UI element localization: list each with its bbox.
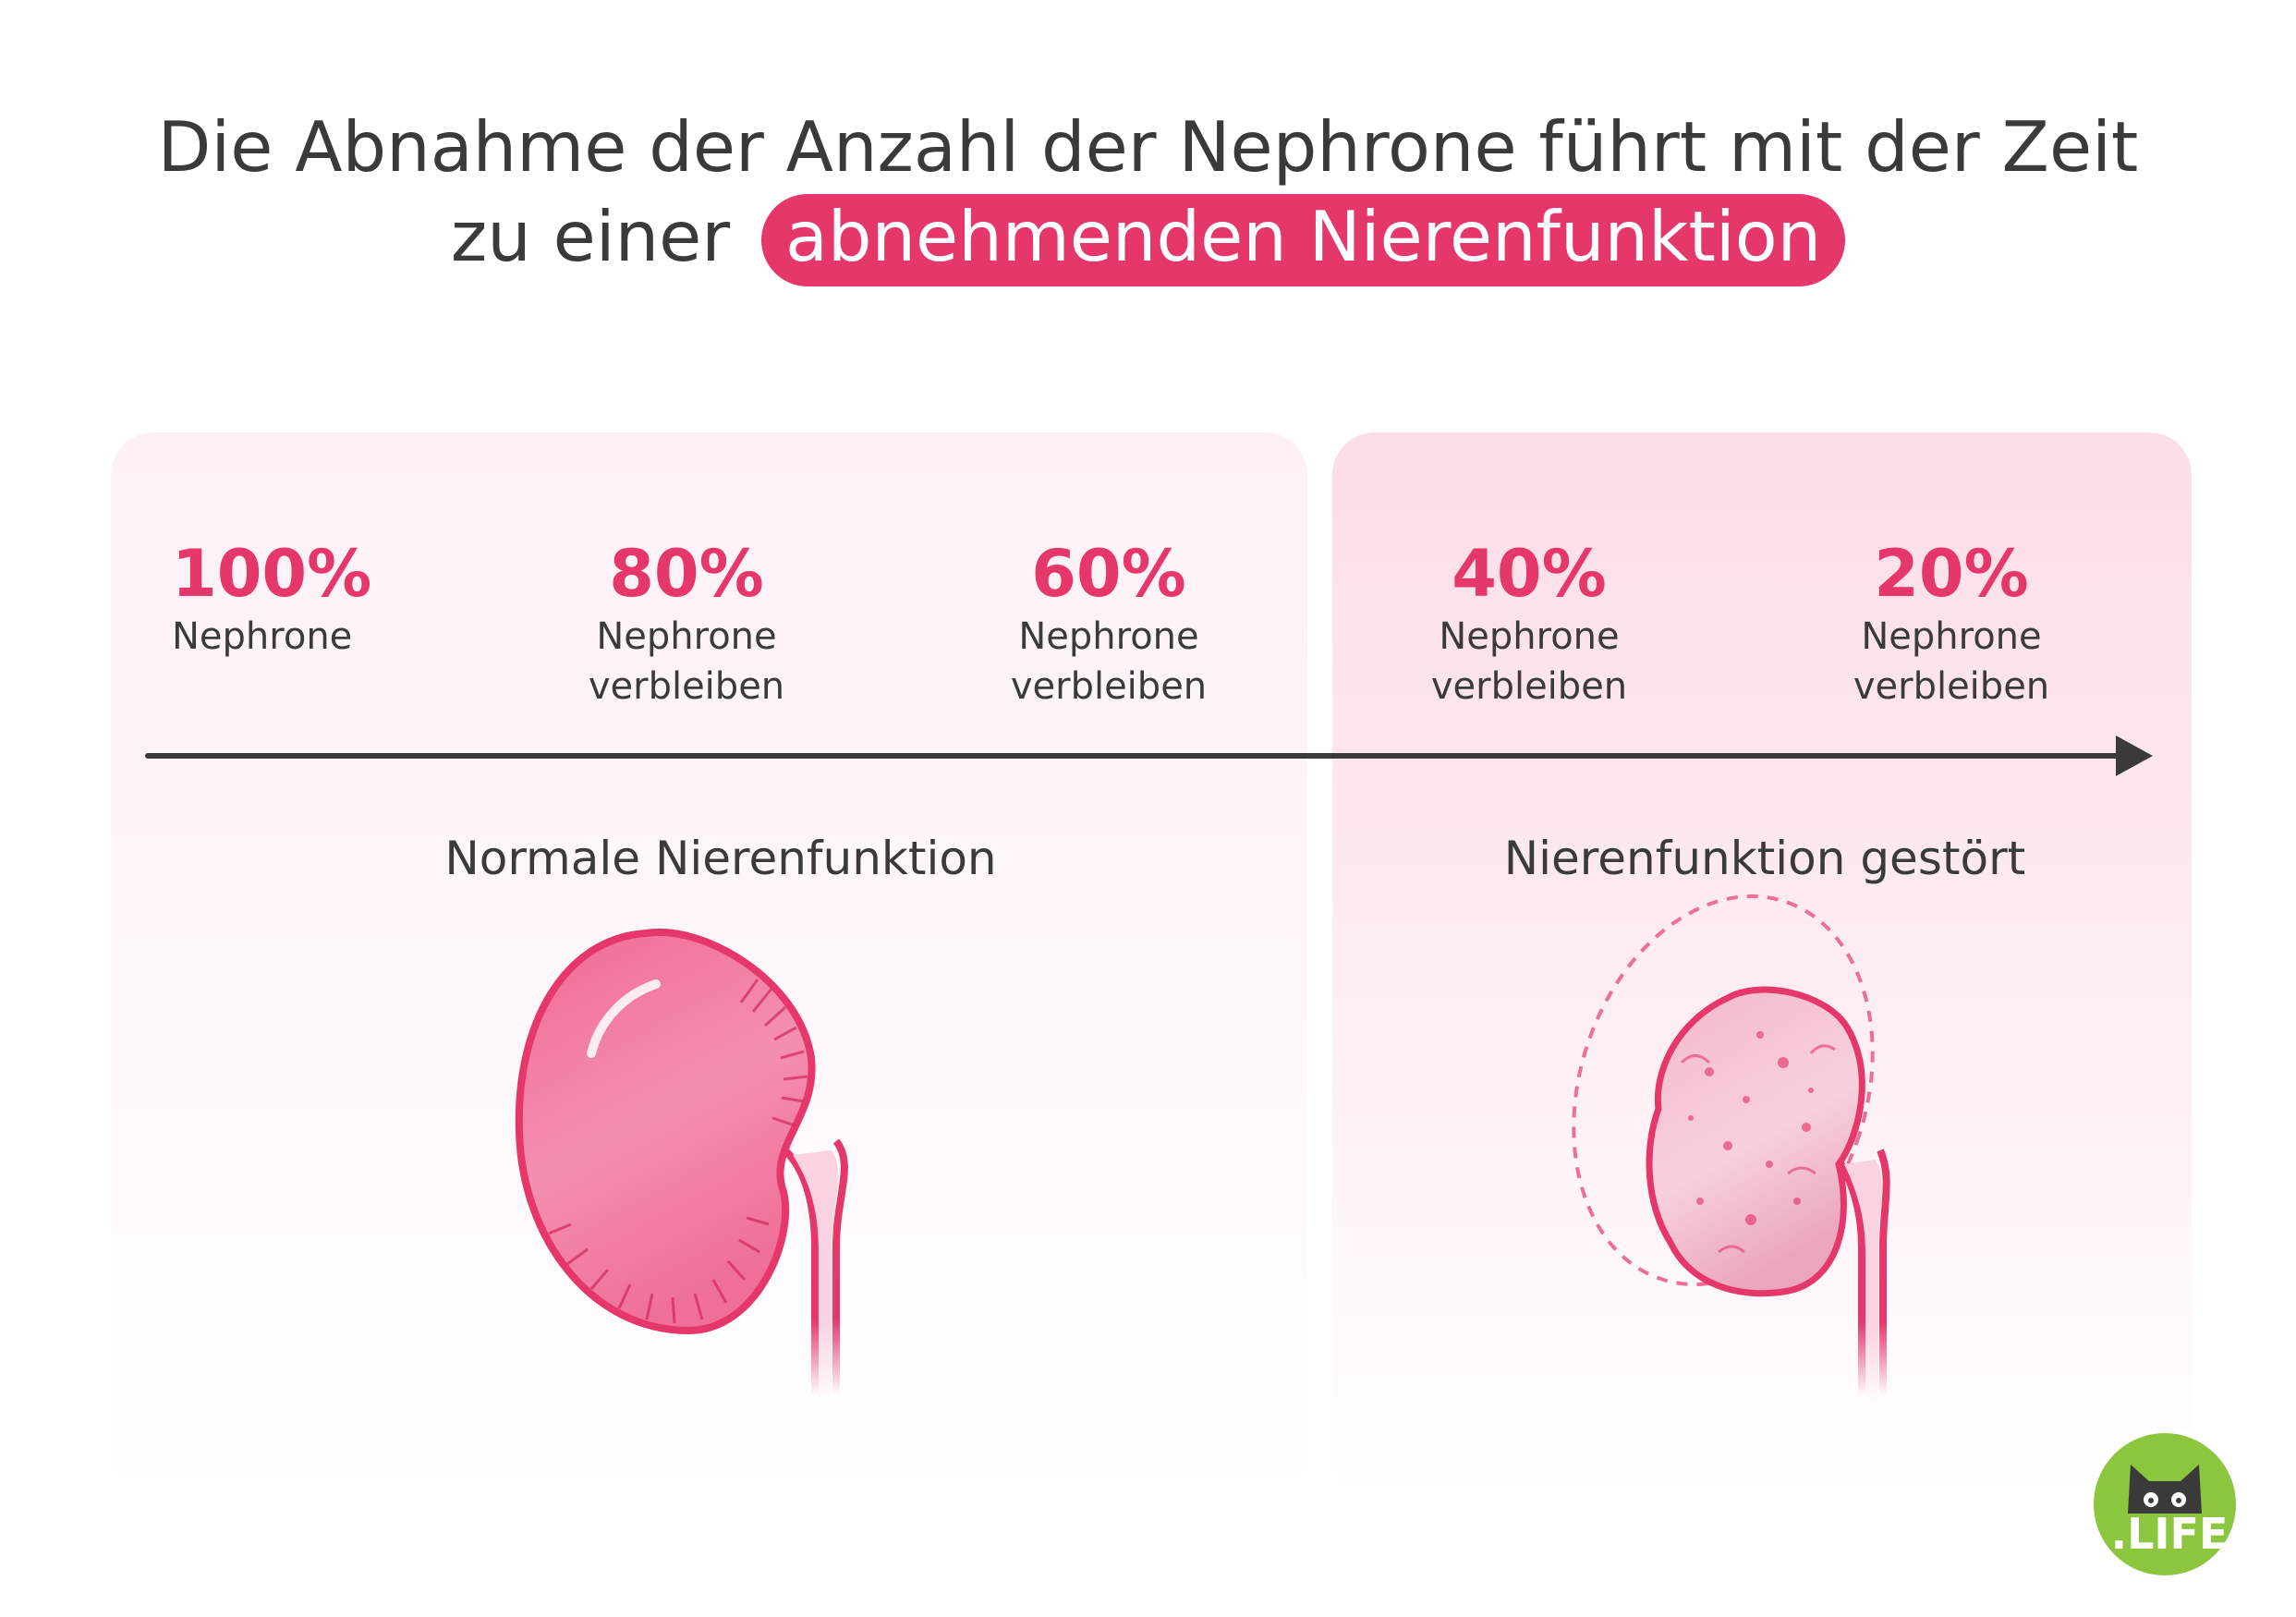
title-line-2: zu einer abnehmenden Nierenfunktion [0,194,2296,286]
brand-logo-icon [2088,1428,2241,1581]
timeline-arrow [145,736,2153,776]
stage-percent: 20% [1874,536,2029,612]
impaired-kidney-illustration [1572,894,1890,1400]
stage-percent: 60% [1031,536,1186,612]
title-prefix: zu einer [450,196,731,277]
stage-label: Nephrone verbleiben [1853,615,2050,708]
healthy-kidney-illustration [515,928,848,1400]
stage-percent: 80% [609,536,764,612]
impaired-function-label: Nierenfunktion gestört [1503,832,2026,885]
stage-percent: 100% [172,536,372,612]
stage-40: 40% Nephrone verbleiben [1391,536,1668,711]
title-highlight: abnehmenden Nierenfunktion [760,194,1846,286]
impaired-function-panel [1332,432,2192,1495]
stage-label: Nephrone verbleiben [588,615,785,708]
stage-percent: 40% [1452,536,1607,612]
normal-function-label: Normale Nierenfunktion [444,832,997,885]
stage-60: 60% Nephrone verbleiben [970,536,1247,711]
stage-label: Nephrone [172,615,353,658]
stage-80: 80% Nephrone verbleiben [548,536,825,711]
stage-label: Nephrone verbleiben [1010,615,1208,708]
stage-label: Nephrone verbleiben [1430,615,1628,708]
stage-20: 20% Nephrone verbleiben [1813,536,2090,711]
brand-logo-text: .LIFE [2110,1509,2229,1559]
stage-100: 100% Nephrone [126,536,449,662]
title-line-1: Die Abnahme der Anzahl der Nephrone führ… [157,106,2139,188]
